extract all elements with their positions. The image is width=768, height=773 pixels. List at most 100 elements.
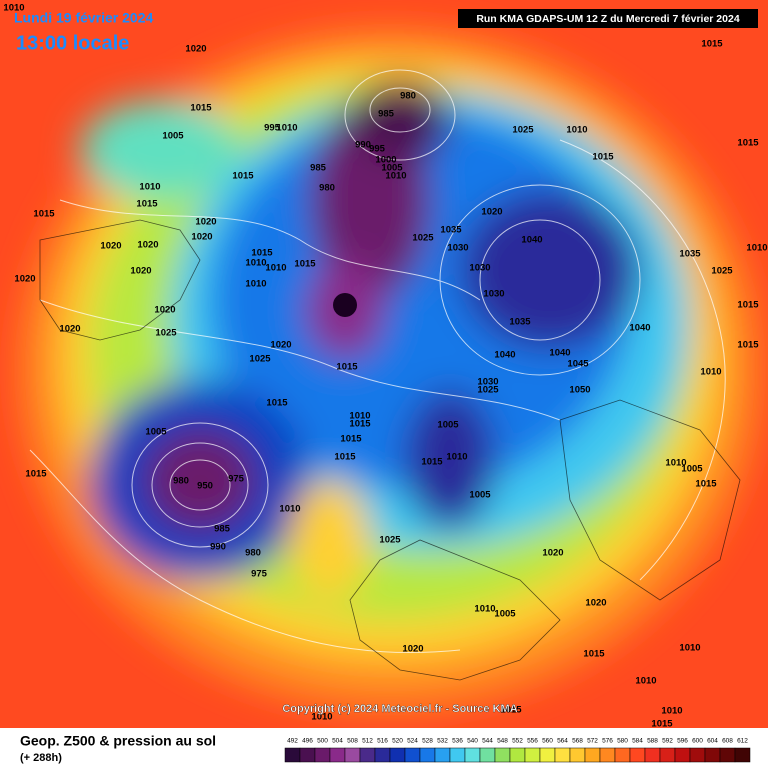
scale-label: 592 <box>662 738 673 745</box>
scale-label: 552 <box>512 738 523 745</box>
isobar-label: 1035 <box>509 317 531 328</box>
isobar-label: 1010 <box>661 706 682 717</box>
isobar-label: 1010 <box>679 643 700 654</box>
scale-label: 544 <box>482 738 493 745</box>
scale-swatch <box>614 747 631 763</box>
scale-label: 528 <box>422 738 433 745</box>
isobar-label: 1045 <box>567 359 589 370</box>
isobar-label: 1015 <box>232 171 254 182</box>
scale-label: 604 <box>707 738 718 745</box>
isobar-label: 1020 <box>185 44 206 55</box>
isobar-label: 1010 <box>311 712 332 723</box>
isobar-label: 1005 <box>681 464 703 475</box>
scale-swatch <box>689 747 706 763</box>
isobar-label: 1020 <box>585 598 606 609</box>
isobar-label: 1005 <box>381 163 403 174</box>
scale-swatch <box>434 747 451 763</box>
isobar-label: 1015 <box>500 705 522 716</box>
isobar-label: 1010 <box>349 411 370 422</box>
scale-label: 512 <box>362 738 373 745</box>
isobar-label: 1030 <box>477 377 498 388</box>
isobar-label: 1010 <box>265 263 286 274</box>
scale-swatch <box>314 747 331 763</box>
isobar-label: 1020 <box>130 266 151 277</box>
isobar-label: 1025 <box>379 535 401 546</box>
isobar-label: 1010 <box>245 279 266 290</box>
scale-swatch <box>734 747 751 763</box>
isobar-label: 1020 <box>14 274 35 285</box>
scale-swatch <box>419 747 436 763</box>
run-box <box>458 9 758 28</box>
scale-swatch <box>464 747 481 763</box>
isobar-label: 975 <box>251 569 268 580</box>
scale-swatch <box>479 747 496 763</box>
scale-label: 496 <box>302 738 313 745</box>
scale-label: 576 <box>602 738 613 745</box>
scale-label: 568 <box>572 738 583 745</box>
isobar-label: 1015 <box>334 452 356 463</box>
isobar-label: 1010 <box>700 367 721 378</box>
isobar-label: 1005 <box>494 609 516 620</box>
isobar-label: 985 <box>378 109 395 120</box>
isobar-label: 985 <box>310 163 327 174</box>
isobar-label: 1010 <box>474 604 495 615</box>
isobar-label: 1015 <box>349 419 371 430</box>
isobar-label: 1015 <box>33 209 55 220</box>
isobar-label: 1015 <box>737 340 759 351</box>
isobar-label: 1010 <box>3 3 24 14</box>
scale-swatch <box>554 747 571 763</box>
isobar-label: 1020 <box>191 232 212 243</box>
isobar-label: 1030 <box>469 263 490 274</box>
isobar-label: 1015 <box>294 259 316 270</box>
isobar-label: 1000 <box>375 155 396 166</box>
isobar-label: 1015 <box>136 199 158 210</box>
isobar-label: 995 <box>369 144 386 155</box>
scale-swatch <box>599 747 616 763</box>
scale-swatch <box>584 747 601 763</box>
isobar-label: 1020 <box>481 207 502 218</box>
isobar-label: 990 <box>210 542 226 553</box>
isobar-label: 1015 <box>695 479 717 490</box>
isobar-label: 1010 <box>245 258 266 269</box>
isobar-label: 1010 <box>276 123 297 134</box>
isobar-label: 1010 <box>566 125 587 136</box>
isobar-label: 1015 <box>190 103 212 114</box>
scale-label: 548 <box>497 738 508 745</box>
copyright: Copyright (c) 2024 Meteociel.fr - Source… <box>282 703 517 715</box>
scale-swatch <box>449 747 466 763</box>
isobar-label: 1040 <box>549 348 570 359</box>
scale-swatch <box>494 747 511 763</box>
isobar-label: 985 <box>214 524 231 535</box>
scale-label: 580 <box>617 738 628 745</box>
scale-label: 584 <box>632 738 643 745</box>
isobar-label: 1005 <box>162 131 184 142</box>
scale-label: 564 <box>557 738 568 745</box>
isobar-label: 1005 <box>437 420 459 431</box>
isobar-label: 1035 <box>679 249 701 260</box>
isobar-label: 1040 <box>521 235 542 246</box>
isobar-label: 1020 <box>270 340 291 351</box>
scale-label: 520 <box>392 738 403 745</box>
scale-label: 572 <box>587 738 598 745</box>
isobar-label: 980 <box>245 548 261 559</box>
scale-label: 536 <box>452 738 463 745</box>
isobar-label: 1010 <box>139 182 160 193</box>
scale-label: 540 <box>467 738 478 745</box>
map-background <box>0 0 768 728</box>
scale-swatch <box>389 747 406 763</box>
scale-label: 560 <box>542 738 553 745</box>
isobar-label: 1015 <box>592 152 614 163</box>
scale-label: 608 <box>722 738 733 745</box>
scale-swatch <box>404 747 421 763</box>
scale-label: 532 <box>437 738 448 745</box>
scale-swatch <box>659 747 676 763</box>
scale-label: 556 <box>527 738 538 745</box>
scale-swatch <box>284 747 301 763</box>
scale-label: 596 <box>677 738 688 745</box>
forecast-date: Lundi 19 février 2024 <box>14 10 154 26</box>
isobar-label: 1015 <box>737 300 759 311</box>
isobar-label: 1015 <box>421 457 443 468</box>
isobar-label: 1020 <box>154 305 175 316</box>
